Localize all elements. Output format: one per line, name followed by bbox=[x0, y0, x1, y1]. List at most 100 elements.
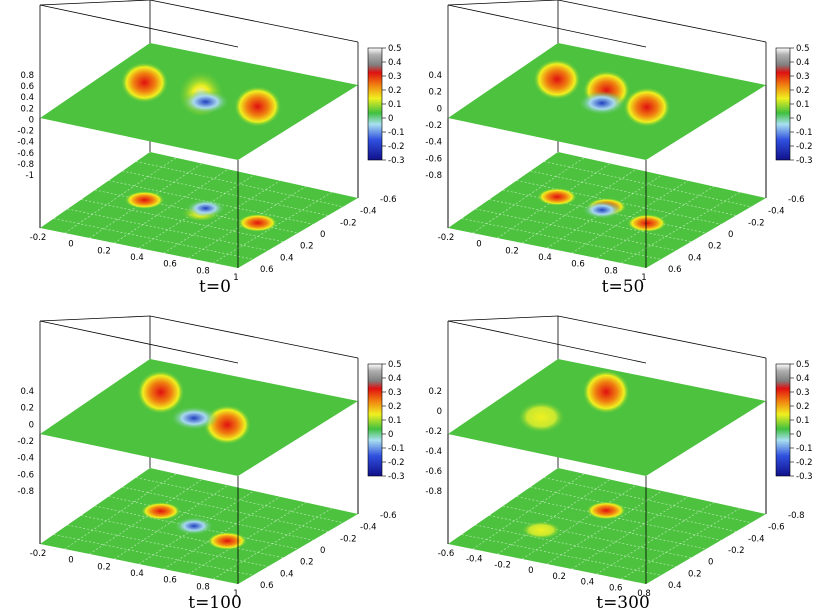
grid-line bbox=[108, 496, 314, 541]
heatmap-blob bbox=[521, 521, 562, 540]
x-tick-label: 0 bbox=[68, 240, 73, 250]
heatmap-blob bbox=[582, 201, 622, 219]
x-tick-label: 0.2 bbox=[505, 246, 519, 256]
panel-caption: t=300 bbox=[596, 593, 650, 611]
z-tick-label: -0.6 bbox=[425, 154, 442, 164]
grid-line bbox=[122, 486, 329, 532]
z-tick-label: 0.2 bbox=[20, 104, 34, 114]
z-tick-label: -0.4 bbox=[425, 138, 442, 148]
z-tick-label: 0.4 bbox=[20, 93, 34, 103]
heatmap-blob bbox=[586, 501, 627, 520]
colorbar bbox=[775, 47, 791, 161]
x-tick-label: -0.2 bbox=[30, 233, 47, 243]
box-edge bbox=[39, 315, 151, 322]
surface-peak bbox=[120, 61, 169, 103]
heatmap-blob bbox=[124, 191, 165, 209]
grid-line bbox=[136, 477, 344, 524]
x-tick-label: 1 bbox=[233, 589, 238, 599]
box-edge bbox=[149, 315, 359, 359]
colorbar-tick-label: -0.3 bbox=[796, 156, 813, 166]
grid-line bbox=[522, 168, 637, 244]
box-edge bbox=[149, 0, 359, 43]
colorbar-tick-label: 0.1 bbox=[388, 416, 402, 426]
colorbar-tick-label: -0.2 bbox=[796, 458, 813, 468]
x-tick-label: 0.8 bbox=[637, 589, 651, 599]
surface-peak bbox=[170, 406, 218, 431]
x-tick-label: 1 bbox=[233, 273, 238, 283]
x-tick-label: -0.2 bbox=[30, 549, 47, 559]
colorbar-tick-label: -0.2 bbox=[796, 142, 813, 152]
grid-line bbox=[94, 505, 299, 550]
grid-line bbox=[571, 496, 689, 570]
colorbar-tick-label: 0.1 bbox=[796, 100, 810, 110]
x-tick-label: -0.2 bbox=[494, 560, 511, 570]
y-tick-label: -0.2 bbox=[340, 534, 357, 544]
z-tick-label: 0.8 bbox=[20, 71, 34, 81]
panel-caption: t=100 bbox=[188, 593, 242, 611]
heatmap-blob bbox=[174, 517, 214, 535]
z-tick-label: 0.2 bbox=[20, 404, 34, 414]
grid-line bbox=[502, 505, 707, 550]
z-tick-label: -0.2 bbox=[17, 437, 34, 447]
x-tick-label: 0.6 bbox=[163, 576, 177, 586]
y-tick-label: 0 bbox=[320, 546, 325, 556]
colorbar-tick-label: 0.5 bbox=[796, 360, 810, 370]
x-tick-label: 0.4 bbox=[130, 569, 144, 579]
y-tick-label: 0 bbox=[320, 230, 325, 240]
x-tick-label: 0.4 bbox=[538, 253, 552, 263]
y-tick-label: 0.6 bbox=[668, 265, 682, 275]
x-tick-label: -0.4 bbox=[466, 555, 483, 565]
heatmap-blob bbox=[185, 199, 226, 218]
box-edge bbox=[557, 0, 767, 43]
y-tick-label: 0 bbox=[708, 558, 713, 568]
heatmap-blob bbox=[207, 531, 248, 550]
colorbar-tick-label: 0.4 bbox=[388, 58, 402, 68]
y-tick-label: 0.4 bbox=[668, 581, 682, 591]
colorbar-tick-label: -0.3 bbox=[388, 156, 405, 166]
z-tick-label: 0 bbox=[437, 407, 442, 417]
z-tick-label: -0.2 bbox=[425, 427, 442, 437]
grid-line bbox=[122, 170, 329, 216]
surface-peak bbox=[233, 85, 282, 127]
colorbar-tick-label: 0.4 bbox=[796, 58, 810, 68]
x-tick-label: 0.4 bbox=[581, 578, 595, 588]
z-tick-label: 0.4 bbox=[428, 71, 442, 81]
y-tick-label: -0.6 bbox=[788, 195, 805, 205]
surface-peak bbox=[181, 89, 230, 114]
colorbar-tick-label: 0.2 bbox=[388, 402, 402, 412]
z-tick-label: 0.2 bbox=[428, 88, 442, 98]
box-edge bbox=[39, 320, 239, 364]
grid-line bbox=[516, 496, 722, 541]
colorbar-tick-label: 0 bbox=[388, 114, 393, 124]
z-tick-label: -0.8 bbox=[17, 160, 34, 170]
grid-line bbox=[89, 479, 203, 555]
y-tick-label: 0.2 bbox=[300, 558, 314, 568]
colorbar-tick-label: 0.3 bbox=[388, 388, 402, 398]
y-tick-label: -0.8 bbox=[788, 511, 805, 521]
x-tick-label: 0.2 bbox=[97, 246, 111, 256]
x-tick-label: 0.4 bbox=[130, 253, 144, 263]
grid-line bbox=[163, 180, 281, 254]
z-tick-label: -1 bbox=[26, 171, 34, 181]
grid-line bbox=[544, 477, 752, 524]
grid-line bbox=[530, 486, 737, 532]
y-tick-label: 0.2 bbox=[708, 242, 722, 252]
x-tick-label: 0 bbox=[528, 566, 533, 576]
box-edge bbox=[447, 4, 647, 48]
panel-caption: t=0 bbox=[199, 277, 231, 297]
z-tick-label: 0 bbox=[437, 104, 442, 114]
grid-line bbox=[544, 161, 752, 208]
z-tick-label: -0.6 bbox=[425, 467, 442, 477]
colorbar-tick-label: -0.1 bbox=[796, 128, 813, 138]
y-tick-label: -0.2 bbox=[728, 546, 745, 556]
colorbar-tick-label: 0.2 bbox=[796, 402, 810, 412]
grid-line bbox=[522, 484, 637, 560]
colorbar bbox=[367, 363, 383, 477]
colorbar-tick-label: 0 bbox=[796, 114, 801, 124]
surface-peak bbox=[517, 401, 566, 433]
y-tick-label: -0.4 bbox=[748, 534, 765, 544]
grid-line bbox=[530, 170, 737, 216]
heatmap-plane bbox=[448, 468, 766, 584]
y-tick-label: 0.6 bbox=[260, 265, 274, 275]
colorbar-tick-label: 0.1 bbox=[388, 100, 402, 110]
